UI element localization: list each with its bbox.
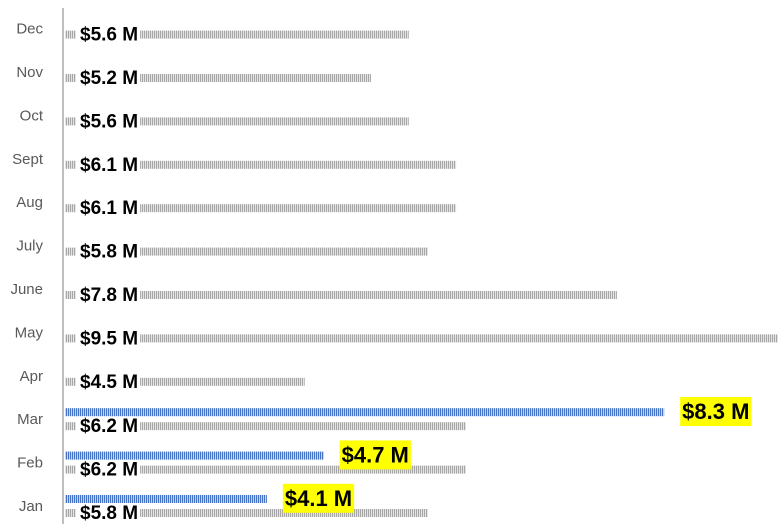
label-background xyxy=(76,416,141,438)
label-background xyxy=(76,24,141,46)
label-highlight xyxy=(680,397,752,427)
label-background xyxy=(76,371,141,393)
bar xyxy=(65,377,305,386)
value-label: $7.8 M xyxy=(80,285,138,306)
category-label: Sept xyxy=(12,151,44,168)
value-label: $6.2 M xyxy=(80,416,138,437)
label-background xyxy=(76,285,141,307)
label-highlight xyxy=(339,440,411,470)
category-label: Apr xyxy=(20,368,43,385)
category-label: Nov xyxy=(16,64,43,81)
label-background xyxy=(76,68,141,90)
category-label: May xyxy=(15,324,44,341)
bar xyxy=(65,204,457,213)
bar xyxy=(65,291,617,299)
value-label: $6.1 M xyxy=(80,198,138,219)
value-label: $5.6 M xyxy=(80,111,138,132)
label-background xyxy=(76,241,141,263)
bar xyxy=(65,30,409,39)
bar xyxy=(65,495,267,503)
value-label: $6.2 M xyxy=(80,460,138,481)
label-background xyxy=(76,154,141,176)
label-background xyxy=(76,198,141,220)
label-background xyxy=(76,328,141,350)
value-label: $4.1 M xyxy=(285,486,352,511)
value-label: $5.8 M xyxy=(80,503,138,524)
category-label: July xyxy=(16,238,43,255)
category-label: Feb xyxy=(17,455,43,472)
category-label: Aug xyxy=(16,194,43,211)
category-label: Jan xyxy=(19,498,43,515)
bar xyxy=(65,247,428,256)
value-label: $4.7 M xyxy=(342,442,409,467)
bar xyxy=(65,451,324,460)
category-label: Oct xyxy=(20,107,44,124)
label-background xyxy=(76,111,141,133)
bar xyxy=(65,465,466,474)
value-label: $5.6 M xyxy=(80,25,138,46)
bar xyxy=(65,117,409,126)
value-label: $6.1 M xyxy=(80,155,138,176)
value-label: $4.5 M xyxy=(80,372,138,393)
category-label: Dec xyxy=(16,21,43,38)
label-highlight xyxy=(282,483,355,513)
value-label: $9.5 M xyxy=(80,328,138,349)
value-label: $8.3 M xyxy=(682,399,749,424)
category-label: Mar xyxy=(17,411,43,428)
value-label: $5.8 M xyxy=(80,242,138,263)
bar xyxy=(65,74,371,82)
bar xyxy=(65,408,665,417)
value-label: $5.2 M xyxy=(80,68,138,89)
bar xyxy=(65,422,466,431)
bar xyxy=(65,160,457,169)
label-background xyxy=(76,503,141,524)
category-label: June xyxy=(10,281,43,298)
bar xyxy=(65,334,778,343)
bar xyxy=(65,509,428,517)
label-background xyxy=(76,459,141,481)
